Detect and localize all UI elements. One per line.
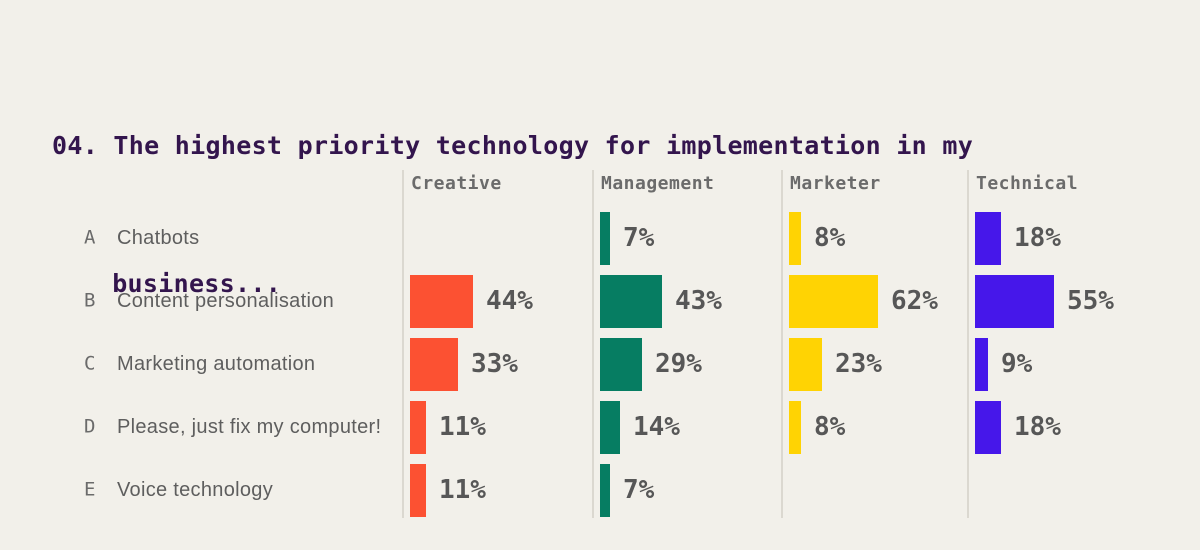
bar-technical-a bbox=[975, 211, 1001, 265]
row-label-d: Please, just fix my computer! bbox=[117, 416, 382, 438]
value-label-creative-c: 33% bbox=[471, 349, 518, 379]
bar-creative-b bbox=[410, 274, 473, 328]
bar-creative-e bbox=[410, 463, 426, 517]
bar-management-b bbox=[600, 274, 662, 328]
axis-line-management bbox=[592, 170, 594, 518]
value-label-management-a: 7% bbox=[623, 223, 655, 253]
title-line-1: 04. The highest priority technology for … bbox=[52, 131, 974, 160]
bar-creative-d bbox=[410, 400, 426, 454]
column-header-marketer: Marketer bbox=[790, 173, 881, 194]
bar-marketer-d bbox=[789, 400, 801, 454]
bar-creative-c bbox=[410, 337, 458, 391]
value-label-marketer-a: 8% bbox=[814, 223, 846, 253]
row-label-b: Content personalisation bbox=[117, 290, 335, 312]
bar-management-c bbox=[600, 337, 642, 391]
row-label-e: Voice technology bbox=[117, 479, 274, 501]
column-header-management: Management bbox=[601, 173, 715, 194]
bar-technical-c bbox=[975, 337, 988, 391]
bar-technical-d bbox=[975, 400, 1001, 454]
axis-line-creative bbox=[402, 170, 404, 518]
bar-management-d bbox=[600, 400, 620, 454]
value-label-marketer-c: 23% bbox=[835, 349, 882, 379]
row-label-a: Chatbots bbox=[117, 227, 200, 249]
row-label-c: Marketing automation bbox=[117, 353, 316, 375]
value-label-creative-e: 11% bbox=[439, 475, 486, 505]
axis-line-marketer bbox=[781, 170, 783, 518]
bar-marketer-c bbox=[789, 337, 822, 391]
page-title: 04. The highest priority technology for … bbox=[52, 31, 973, 399]
row-letter-c: C bbox=[84, 352, 96, 375]
row-letter-b: B bbox=[84, 289, 96, 312]
bar-management-e bbox=[600, 463, 610, 517]
value-label-creative-b: 44% bbox=[486, 286, 533, 316]
title-line-2: business... bbox=[112, 269, 282, 298]
bar-management-a bbox=[600, 211, 610, 265]
row-letter-e: E bbox=[84, 478, 96, 501]
axis-line-technical bbox=[967, 170, 969, 518]
value-label-management-c: 29% bbox=[655, 349, 702, 379]
column-header-technical: Technical bbox=[976, 173, 1079, 194]
bar-technical-b bbox=[975, 274, 1054, 328]
value-label-technical-b: 55% bbox=[1067, 286, 1114, 316]
value-label-marketer-b: 62% bbox=[891, 286, 938, 316]
value-label-marketer-d: 8% bbox=[814, 412, 846, 442]
bar-marketer-b bbox=[789, 274, 878, 328]
column-header-creative: Creative bbox=[411, 173, 502, 194]
value-label-technical-c: 9% bbox=[1001, 349, 1033, 379]
value-label-management-b: 43% bbox=[675, 286, 722, 316]
row-letter-a: A bbox=[84, 226, 96, 249]
row-letter-d: D bbox=[84, 415, 96, 438]
value-label-management-d: 14% bbox=[633, 412, 680, 442]
bar-marketer-a bbox=[789, 211, 801, 265]
value-label-technical-d: 18% bbox=[1014, 412, 1061, 442]
value-label-management-e: 7% bbox=[623, 475, 655, 505]
value-label-creative-d: 11% bbox=[439, 412, 486, 442]
value-label-technical-a: 18% bbox=[1014, 223, 1061, 253]
